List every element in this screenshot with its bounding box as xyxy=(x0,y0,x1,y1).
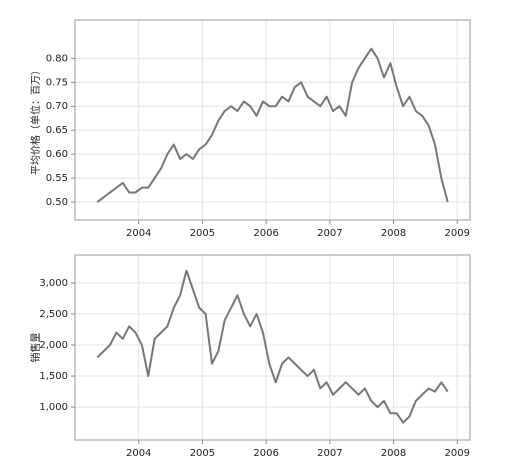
y-tick-label: 1,500 xyxy=(39,371,68,382)
x-tick-label: 2005 xyxy=(190,228,215,239)
plot-area xyxy=(75,255,470,440)
data-line xyxy=(96,269,449,424)
y-tick-label: 0.75 xyxy=(46,77,68,88)
x-tick-label: 2009 xyxy=(445,448,470,459)
x-tick-label: 2004 xyxy=(126,228,151,239)
x-tick-label: 2007 xyxy=(317,448,342,459)
x-tick-label: 2004 xyxy=(126,448,151,459)
y-tick-label: 0.70 xyxy=(46,101,68,112)
data-line xyxy=(96,47,449,203)
y-tick-label: 0.50 xyxy=(46,197,68,208)
plot-area xyxy=(75,20,470,220)
y-tick-label: 1,000 xyxy=(39,402,68,413)
y-tick-label: 0.55 xyxy=(46,173,68,184)
x-tick-label: 2008 xyxy=(381,228,406,239)
x-tick-label: 2006 xyxy=(253,228,278,239)
x-tick-label: 2006 xyxy=(253,448,278,459)
plot-frame xyxy=(74,254,471,441)
y-tick-label: 2,000 xyxy=(39,340,68,351)
y-tick-label: 0.65 xyxy=(46,125,68,136)
y-axis-label: 销售量 xyxy=(29,333,42,363)
x-tick-label: 2007 xyxy=(317,228,342,239)
y-tick-label: 2,500 xyxy=(39,309,68,320)
plot-frame xyxy=(74,19,471,221)
y-tick-label: 0.60 xyxy=(46,149,68,160)
x-tick-label: 2008 xyxy=(381,448,406,459)
x-tick-label: 2005 xyxy=(190,448,215,459)
x-tick-label: 2009 xyxy=(445,228,470,239)
y-axis-label: 平均价格（单位：百万） xyxy=(29,65,42,175)
y-tick-label: 0.80 xyxy=(46,53,68,64)
y-tick-label: 3,000 xyxy=(39,278,68,289)
